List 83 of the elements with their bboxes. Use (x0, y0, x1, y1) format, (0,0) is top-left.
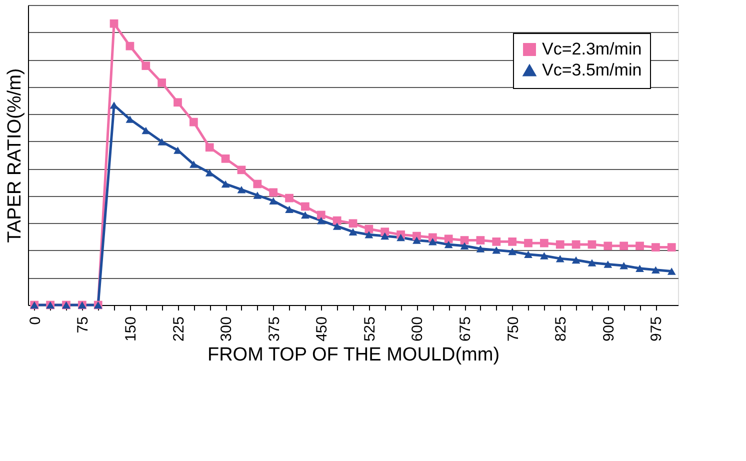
x-tick-label: 75 (74, 316, 92, 334)
point (667, 268, 676, 275)
point (126, 42, 134, 50)
point (588, 259, 596, 266)
point (652, 243, 660, 252)
x-tick-label: 600 (409, 316, 426, 342)
point (476, 236, 485, 244)
point (158, 78, 166, 87)
point (556, 254, 564, 262)
x-tick-label: 975 (648, 316, 666, 342)
point (667, 243, 676, 252)
point (316, 210, 326, 220)
point (572, 240, 580, 249)
point (364, 224, 374, 234)
point (652, 266, 660, 274)
point (190, 118, 198, 126)
point (221, 180, 230, 188)
point (572, 256, 580, 264)
point (190, 160, 198, 168)
point (620, 262, 628, 270)
point (444, 240, 453, 248)
point (285, 206, 294, 213)
point (476, 245, 485, 252)
point (492, 246, 501, 254)
x-tick-label: 675 (457, 316, 474, 342)
point (380, 232, 390, 240)
x-tick-label: 525 (361, 316, 378, 342)
point (364, 231, 374, 238)
point (636, 242, 644, 250)
x-tick-label: 150 (122, 316, 140, 342)
x-tick-label: 450 (314, 316, 331, 342)
point (556, 240, 564, 249)
point (604, 242, 612, 250)
x-axis-title: FROM TOP OF THE MOULD(mm) (207, 344, 500, 366)
point (412, 236, 421, 244)
point (636, 264, 644, 272)
point (428, 238, 437, 246)
point (142, 126, 150, 134)
point (588, 240, 596, 249)
x-tick-label: 900 (600, 316, 618, 342)
point (348, 219, 358, 228)
point (285, 194, 294, 202)
point (540, 238, 548, 248)
point (524, 238, 532, 248)
point (540, 252, 548, 260)
x-tick-label: 750 (504, 316, 522, 342)
point (508, 248, 516, 256)
point (237, 186, 246, 194)
x-tick-label: 0 (26, 316, 44, 325)
point (205, 143, 214, 152)
legend-label: Vc=2.3m/min (542, 40, 642, 58)
point (460, 242, 469, 250)
point (444, 234, 453, 244)
x-tick-label: 375 (266, 316, 283, 342)
legend-label: Vc=3.5m/min (542, 60, 642, 80)
point (332, 216, 342, 225)
point (253, 192, 262, 199)
point (301, 211, 310, 219)
point (221, 154, 230, 163)
point (396, 234, 405, 242)
point (205, 169, 214, 176)
point (348, 228, 358, 236)
point (604, 260, 612, 268)
x-tick-label: 825 (552, 316, 570, 342)
y-axis-title: TAPER RATIO(%/m) (4, 68, 26, 243)
point (460, 236, 469, 244)
x-tick-label: 300 (218, 316, 236, 342)
point (253, 180, 262, 188)
point (492, 237, 501, 246)
point (508, 237, 516, 246)
point (110, 19, 118, 28)
point (332, 222, 342, 230)
point (174, 98, 182, 107)
point (316, 216, 326, 224)
point (301, 202, 310, 211)
x-tick-label: 225 (170, 316, 188, 342)
point (620, 242, 628, 250)
point (158, 138, 166, 146)
point (269, 197, 278, 204)
point (269, 188, 278, 197)
point (524, 250, 532, 258)
point (237, 166, 246, 174)
point (142, 62, 150, 70)
